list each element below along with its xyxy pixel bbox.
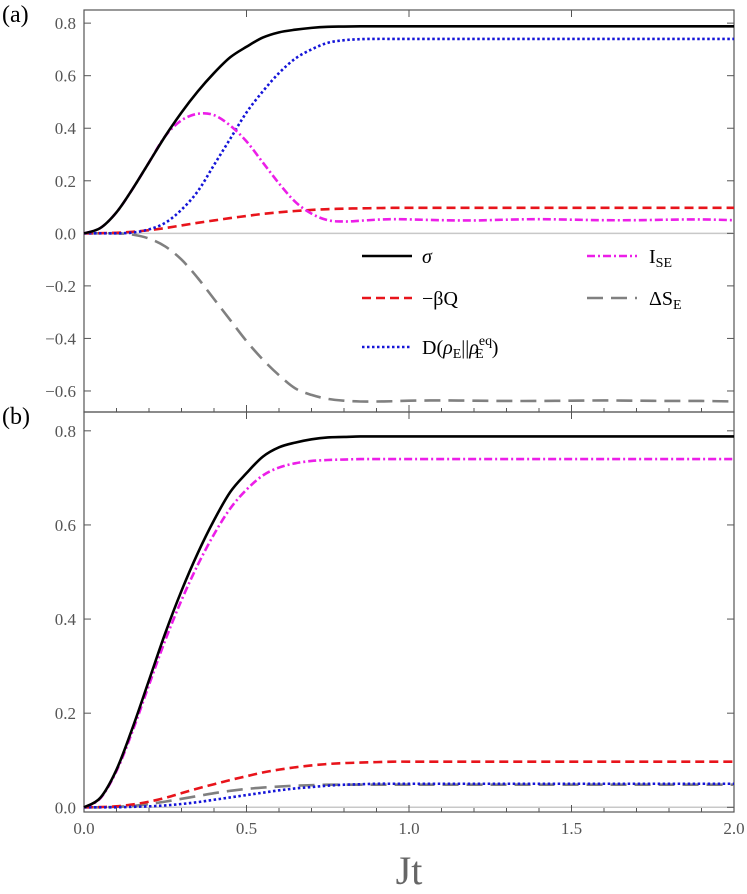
legend-label-delta-se: ΔSE bbox=[649, 288, 682, 313]
panel-b-label: (b) bbox=[2, 404, 30, 430]
panel-a-ytick-label: −0.6 bbox=[45, 382, 76, 401]
panel-b-series bbox=[83, 435, 734, 809]
panel-b-frame bbox=[83, 411, 735, 813]
panel-b-ytick-label: 0.4 bbox=[55, 610, 77, 629]
panel-b-xtick-label: 0.5 bbox=[236, 819, 257, 838]
panel-a-line-delta-se bbox=[84, 231, 735, 403]
panel-a-ytick-label: 0.0 bbox=[55, 224, 76, 243]
legend-label-d-rel: D(ρE||ρeq E) bbox=[422, 334, 498, 362]
x-axis-label: Jt bbox=[396, 848, 423, 893]
panel-a-ytick-label: 0.4 bbox=[55, 119, 77, 138]
panel-b-xtick-label: 1.5 bbox=[561, 819, 582, 838]
panel-b-ytick-label: 0.6 bbox=[55, 516, 76, 535]
panel-a-line-beta-q bbox=[83, 206, 734, 235]
panel-b-xtick-label: 0.0 bbox=[73, 819, 94, 838]
panel-a-line-ise bbox=[83, 111, 735, 235]
panel-b-line-sigma bbox=[83, 435, 734, 809]
panel-b-xtick-label: 2.0 bbox=[723, 819, 744, 838]
legend-label-ise: ISE bbox=[649, 246, 672, 271]
panel-b-xtick-label: 1.0 bbox=[398, 819, 419, 838]
panel-a-ytick-label: −0.4 bbox=[45, 329, 76, 348]
panel-b-line-ise bbox=[83, 457, 734, 809]
panel-b-axes: 0.0 0.2 0.4 0.6 0.8 0.0 0.5 1.0 1.5 2.0 bbox=[55, 412, 745, 838]
panel-a-label: (a) bbox=[2, 2, 29, 28]
panel-b-line-d-rel bbox=[84, 782, 734, 809]
panel-b-ytick-label: 0.8 bbox=[55, 422, 76, 441]
panel-a-ytick-label: 0.2 bbox=[55, 172, 76, 191]
panel-b-line-beta-q bbox=[83, 760, 734, 809]
panel-b: (b) 0.0 0.2 0.4 0.6 0.8 0.0 0.5 1.0 1.5 2.0 Jt bbox=[2, 404, 745, 893]
panel-a: (a) −0.6 −0.4 −0.2 0.0 0.2 0.4 0.6 0.8 σ ISE −β… bbox=[2, 2, 735, 413]
legend-label-sigma: σ bbox=[422, 246, 433, 268]
panel-a-ytick-label: −0.2 bbox=[45, 277, 76, 296]
legend: σ ISE −βQ ΔSE D(ρE||ρeq E) bbox=[362, 246, 682, 362]
panel-a-ytick-label: 0.8 bbox=[55, 14, 76, 33]
panel-b-line-delta-se bbox=[83, 783, 734, 809]
panel-a-frame bbox=[83, 9, 735, 413]
legend-label-beta-q: −βQ bbox=[422, 288, 458, 310]
panel-a-axes: −0.6 −0.4 −0.2 0.0 0.2 0.4 0.6 0.8 bbox=[45, 10, 735, 412]
panel-b-ytick-label: 0.0 bbox=[55, 798, 76, 817]
panel-a-ytick-label: 0.6 bbox=[55, 67, 76, 86]
panel-b-ytick-label: 0.2 bbox=[55, 704, 76, 723]
panel-a-line-sigma bbox=[83, 24, 734, 235]
panel-a-series bbox=[83, 24, 735, 403]
panel-a-line-d-rel bbox=[84, 37, 734, 235]
